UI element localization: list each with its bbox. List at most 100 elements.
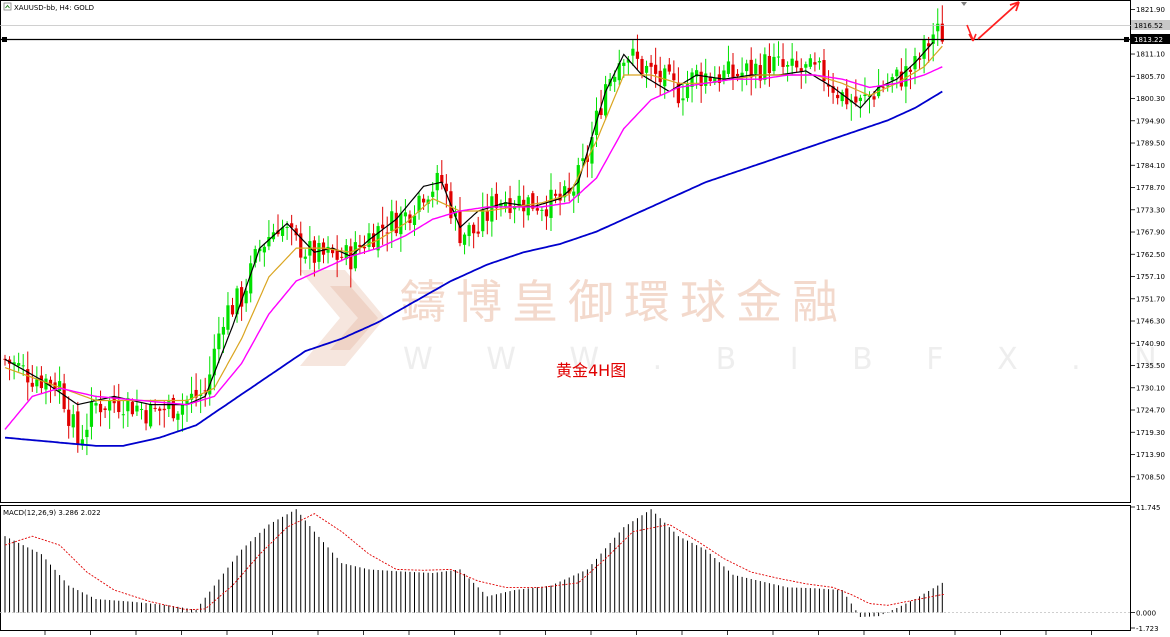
candle-body [904, 66, 908, 87]
candle-body [158, 408, 162, 411]
candle-body [249, 263, 253, 294]
candle-body [48, 379, 53, 386]
candle-body [626, 59, 630, 63]
candle-body [899, 71, 903, 87]
pullback-arrow-icon [966, 24, 974, 41]
candle-body [467, 225, 471, 237]
candle-body [180, 404, 185, 415]
candle-body [840, 92, 844, 102]
macd-tick-label: 11.745 [1136, 504, 1161, 512]
candle-body [431, 191, 435, 197]
candle-body [690, 72, 694, 87]
candle-body [786, 65, 790, 67]
candle-body [349, 246, 353, 270]
candle-body [649, 62, 653, 67]
candle-body [385, 232, 389, 234]
candle-body [490, 196, 494, 222]
symbol-title: XAUUSD-bb, H4: GOLD [14, 4, 94, 12]
candle-body [340, 256, 344, 258]
candle-body [485, 210, 489, 221]
price-axis: 1821.90 1811.10 1805.70 1800.30 1794.90 1789.… [1131, 6, 1165, 481]
candle-body [62, 383, 66, 409]
candle-body [303, 256, 307, 259]
price-tick-label: 1719.30 [1136, 429, 1165, 437]
price-tick-label: 1767.90 [1136, 229, 1165, 237]
candle-body [412, 215, 417, 225]
candle-body [221, 326, 225, 335]
candle-body [940, 23, 944, 42]
price-tick-label: 1794.90 [1136, 117, 1165, 125]
candle-body [640, 58, 644, 75]
candle-body [71, 414, 75, 428]
candle-body [103, 408, 107, 411]
macd-signal-line [4, 513, 945, 611]
level-line-handle-right[interactable] [1124, 37, 1129, 42]
candle-body [171, 397, 175, 419]
candle-body [153, 407, 157, 409]
chart-menu-icon[interactable] [3, 2, 12, 11]
macd-indicator-title: MACD(12,26,9) 3.286 2.022 [3, 509, 101, 517]
price-tick-label: 1735.50 [1136, 362, 1165, 370]
price-tick-label: 1784.10 [1136, 162, 1165, 170]
candle-body [262, 246, 266, 253]
price-tick-label: 1789.50 [1136, 140, 1165, 148]
candle-body [331, 247, 335, 254]
price-tick-label: 1811.10 [1136, 51, 1165, 59]
candle-body [513, 206, 517, 210]
price-tick-label: 1730.10 [1136, 384, 1165, 392]
candle-body [335, 249, 339, 260]
candle-body [58, 381, 62, 392]
candle-body [130, 401, 134, 415]
candle-body [67, 409, 71, 426]
candle-body [440, 175, 444, 184]
rally-arrow-icon [977, 2, 1019, 40]
candle-body [503, 202, 508, 207]
candle-body [599, 108, 603, 115]
candle-body [285, 226, 289, 228]
candle-body [795, 60, 799, 68]
candle-body [581, 158, 585, 162]
candle-body [226, 305, 230, 330]
candle-body [767, 55, 771, 74]
candle-body [604, 84, 608, 116]
forecast-arrows [961, 1, 1020, 42]
candle-body [740, 72, 744, 77]
candle-body [735, 73, 740, 77]
current-price-tag-label: 1816.52 [1134, 22, 1163, 30]
candle-body [890, 77, 894, 81]
candle-body [85, 429, 89, 438]
candle-body [121, 414, 125, 416]
candle-body [499, 203, 503, 208]
candle-body [763, 54, 767, 80]
symbol-header: XAUUSD-bb, H4: GOLD [3, 2, 94, 12]
candle-body [435, 172, 439, 191]
candle-body [540, 209, 544, 211]
candle-body [836, 94, 840, 99]
candle-body [672, 73, 676, 81]
candle-body [244, 290, 248, 304]
candle-body [531, 193, 535, 209]
candle-body [808, 58, 812, 67]
candle-body [613, 76, 617, 82]
candle-body [194, 389, 198, 398]
macd-axis: 11.745 0.000 -1.723 [44, 504, 1161, 635]
candle-body [17, 363, 21, 366]
candle-body [745, 63, 749, 72]
candle-body [39, 375, 43, 389]
candle-body [749, 59, 753, 78]
candle-body [199, 394, 203, 396]
candle-body [453, 211, 458, 217]
candle-body [371, 233, 376, 248]
candle-body [240, 287, 244, 307]
watermark-logo-icon [300, 270, 385, 366]
level-line-handle-left[interactable] [2, 37, 7, 42]
candle-body [799, 68, 803, 72]
candle-body [508, 198, 512, 213]
candle-body [776, 56, 781, 58]
candle-body [826, 84, 831, 87]
level-price-tag-label: 1813.22 [1134, 36, 1163, 44]
candle-body [654, 64, 658, 74]
price-tick-label: 1757.10 [1136, 273, 1165, 281]
candle-body [622, 62, 626, 66]
